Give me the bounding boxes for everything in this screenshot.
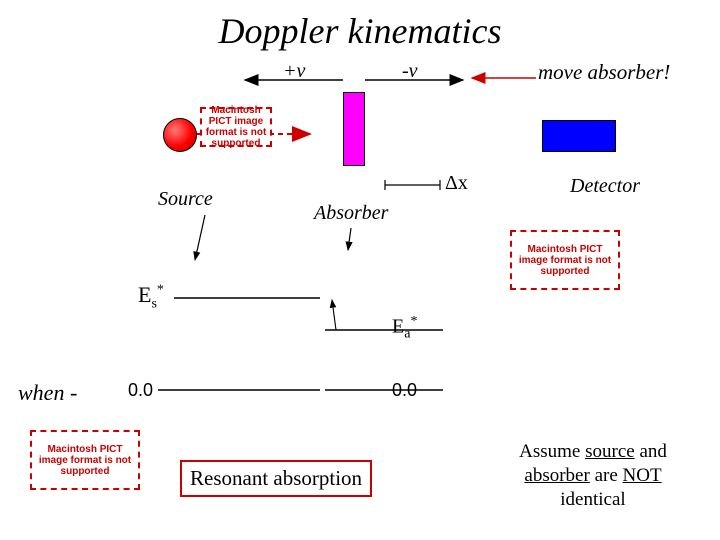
resonant-box: Resonant absorption bbox=[180, 460, 372, 497]
assume-source: source bbox=[585, 441, 635, 462]
label-es-star: Es* bbox=[138, 282, 164, 312]
ea-sup: * bbox=[410, 314, 417, 329]
pict-placeholder-3: Macintosh PICT image format is not suppo… bbox=[30, 430, 140, 490]
es-sup: * bbox=[157, 283, 164, 298]
assume-post2: identical bbox=[560, 489, 625, 510]
assume-pre: Assume bbox=[519, 441, 585, 462]
assume-not: NOT bbox=[623, 465, 662, 486]
label-minus-v: -v bbox=[402, 60, 418, 83]
label-delta-x: Δx bbox=[445, 172, 468, 195]
es-sub: s bbox=[151, 296, 156, 311]
diagram-stage: +v -v move absorber! bbox=[0, 0, 720, 540]
label-absorber: Absorber bbox=[314, 202, 388, 225]
pict-placeholder-1: Macintosh PICT image format is not suppo… bbox=[200, 107, 272, 147]
label-zero-left: 0.0 bbox=[128, 380, 153, 401]
absorber-rect bbox=[343, 92, 365, 166]
es-base: E bbox=[138, 282, 151, 307]
source-circle bbox=[163, 118, 197, 152]
label-when: when - bbox=[18, 380, 77, 406]
assume-text: Assume source and absorber are NOT ident… bbox=[488, 440, 698, 511]
label-source: Source bbox=[158, 188, 213, 211]
detector-rect bbox=[542, 120, 616, 152]
assume-mid: and bbox=[635, 441, 667, 462]
resonant-text: Resonant absorption bbox=[190, 466, 362, 490]
label-ea-star: Ea* bbox=[392, 314, 417, 343]
assume-absorber: absorber bbox=[524, 465, 589, 486]
label-move-absorber: move absorber! bbox=[538, 60, 670, 85]
label-zero-right: 0.0 bbox=[392, 380, 417, 401]
label-detector: Detector bbox=[570, 175, 640, 198]
assume-post1: are bbox=[590, 465, 623, 486]
label-plus-v: +v bbox=[283, 60, 305, 83]
pict-placeholder-2: Macintosh PICT image format is not suppo… bbox=[510, 230, 620, 290]
ea-base: E bbox=[392, 316, 404, 338]
